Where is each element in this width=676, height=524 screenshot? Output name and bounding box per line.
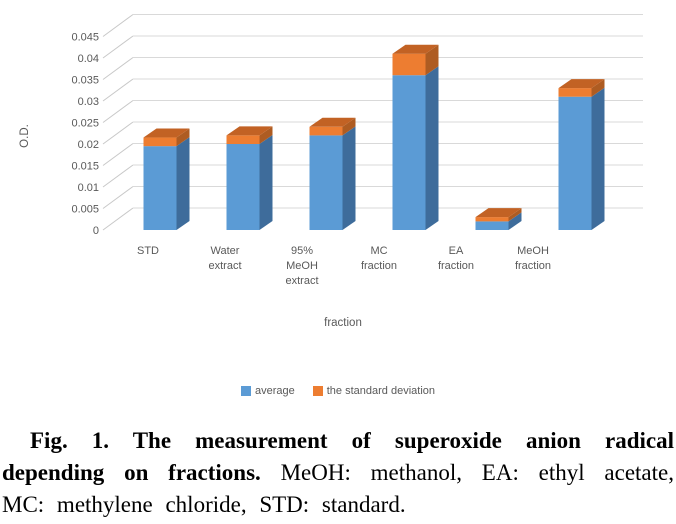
legend-label-standard-deviation: the standard deviation bbox=[326, 385, 435, 397]
category-label: MeOH bbox=[286, 260, 318, 272]
y-axis-title: O.D. bbox=[19, 124, 31, 148]
chart-legend: average the standard deviation bbox=[0, 384, 676, 398]
figure-caption-line: depending on fractions. MeOH: methanol, … bbox=[2, 457, 674, 489]
bar-ea-fraction-sd-top bbox=[475, 208, 522, 218]
caption-normal-text: MeOH: methanol, EA: ethyl acetate, bbox=[260, 460, 674, 485]
bar-mc-fraction-sd-front bbox=[392, 53, 426, 76]
category-label: MC bbox=[370, 245, 387, 257]
x-axis-title: fraction bbox=[324, 317, 362, 329]
ytick-label: 0.025 bbox=[71, 118, 99, 130]
bar-95-meoh-extract-sd-front bbox=[309, 126, 343, 136]
bar-ea-fraction-average-front bbox=[475, 221, 509, 230]
bar-group-95-meoh-extract bbox=[309, 117, 356, 230]
y-tick-line bbox=[102, 100, 134, 123]
y-tick-line bbox=[102, 164, 134, 188]
figure-caption: Fig. 1. The measurement of superoxide an… bbox=[0, 425, 676, 521]
ytick-label: 0.04 bbox=[78, 53, 99, 65]
figure-caption-line: Fig. 1. The measurement of superoxide an… bbox=[2, 425, 674, 457]
bar-mc-fraction-average-side bbox=[425, 66, 439, 230]
caption-bold-text: depending on fractions. bbox=[2, 460, 261, 485]
bar-group-ea-fraction bbox=[475, 208, 522, 230]
category-label: extract bbox=[285, 275, 318, 287]
category-label: fraction bbox=[361, 260, 397, 272]
bar-meoh-fraction-sd-side bbox=[591, 79, 605, 97]
bar-water-extract-sd-top bbox=[226, 126, 273, 136]
legend-swatch-average bbox=[240, 386, 251, 396]
bar-group-mc-fraction bbox=[392, 44, 439, 230]
category-label: fraction bbox=[438, 260, 474, 272]
bar-group-std bbox=[143, 128, 190, 230]
category-label: extract bbox=[208, 260, 241, 272]
ytick-label: 0 bbox=[93, 225, 99, 237]
bar-meoh-fraction-sd-top bbox=[558, 79, 605, 89]
bar-water-extract-average-front bbox=[226, 144, 260, 230]
category-label: Water bbox=[211, 245, 240, 257]
bar-water-extract-sd-front bbox=[226, 135, 260, 144]
category-label: 95% bbox=[291, 245, 313, 257]
bar-95-meoh-extract-sd-side bbox=[342, 117, 356, 136]
legend-label-average: average bbox=[254, 385, 295, 397]
y-tick-line bbox=[102, 207, 134, 231]
bar-std-sd-top bbox=[143, 128, 190, 138]
bar-95-meoh-extract-average-side bbox=[342, 126, 356, 230]
chart: 0 0.005 0.01 0.015 0.02 0.025 0.03 0.035 0.04 0.0… bbox=[19, 14, 643, 329]
caption-bold-text: Fig. 1. The measurement of superoxide an… bbox=[30, 428, 674, 453]
ytick-label: 0.035 bbox=[71, 75, 99, 87]
y-tick-line bbox=[102, 121, 134, 145]
bar-water-extract-sd-side bbox=[259, 126, 273, 144]
chart-canvas: 0 0.005 0.01 0.015 0.02 0.025 0.03 0.035 0.04 0.0… bbox=[19, 14, 643, 329]
category-label: MeOH bbox=[517, 245, 549, 257]
caption-normal-text: MC: methylene chloride, STD: standard. bbox=[2, 492, 406, 517]
y-tick-line bbox=[102, 143, 134, 166]
bar-water-extract-average-side bbox=[259, 135, 273, 230]
y-tick-line bbox=[102, 186, 134, 209]
figure-caption-line: MC: methylene chloride, STD: standard. bbox=[2, 489, 674, 521]
bar-std-sd-front bbox=[143, 137, 177, 147]
ytick-label: 0.045 bbox=[71, 32, 99, 44]
category-label: STD bbox=[137, 245, 159, 257]
ytick-label: 0.01 bbox=[78, 182, 99, 194]
legend-item-standard-deviation: the standard deviation bbox=[312, 385, 435, 397]
bar-group-meoh-fraction bbox=[558, 79, 605, 230]
bar-meoh-fraction-average-side bbox=[591, 87, 605, 230]
bar-ea-fraction-sd-side bbox=[508, 208, 522, 222]
y-tick-line bbox=[102, 14, 134, 37]
ytick-label: 0.005 bbox=[71, 204, 99, 216]
bar-mc-fraction-average-front bbox=[392, 75, 426, 230]
y-tick-line bbox=[102, 57, 134, 80]
legend-item-average: average bbox=[240, 385, 295, 397]
bar-std-sd-side bbox=[176, 128, 190, 147]
bar-95-meoh-extract-sd-top bbox=[309, 117, 356, 127]
y-tick-line bbox=[102, 78, 134, 102]
bar-group-water-extract bbox=[226, 126, 273, 230]
bar-std-average-front bbox=[143, 146, 177, 230]
bar-95-meoh-extract-average-front bbox=[309, 135, 343, 230]
bar-ea-fraction-average-side bbox=[508, 212, 522, 230]
bar-meoh-fraction-sd-front bbox=[558, 88, 592, 97]
bar-ea-fraction-sd-front bbox=[475, 217, 509, 222]
bar-mc-fraction-sd-top bbox=[392, 44, 439, 54]
bar-std-average-side bbox=[176, 137, 190, 230]
y-tick-line bbox=[102, 35, 134, 59]
ytick-label: 0.015 bbox=[71, 161, 99, 173]
legend-swatch-standard-deviation bbox=[312, 386, 323, 396]
category-label: EA bbox=[449, 245, 464, 257]
ytick-label: 0.02 bbox=[78, 139, 99, 151]
bar-meoh-fraction-average-front bbox=[558, 96, 592, 230]
bar-mc-fraction-sd-side bbox=[425, 44, 439, 76]
category-label: fraction bbox=[515, 260, 551, 272]
ytick-label: 0.03 bbox=[78, 96, 99, 108]
